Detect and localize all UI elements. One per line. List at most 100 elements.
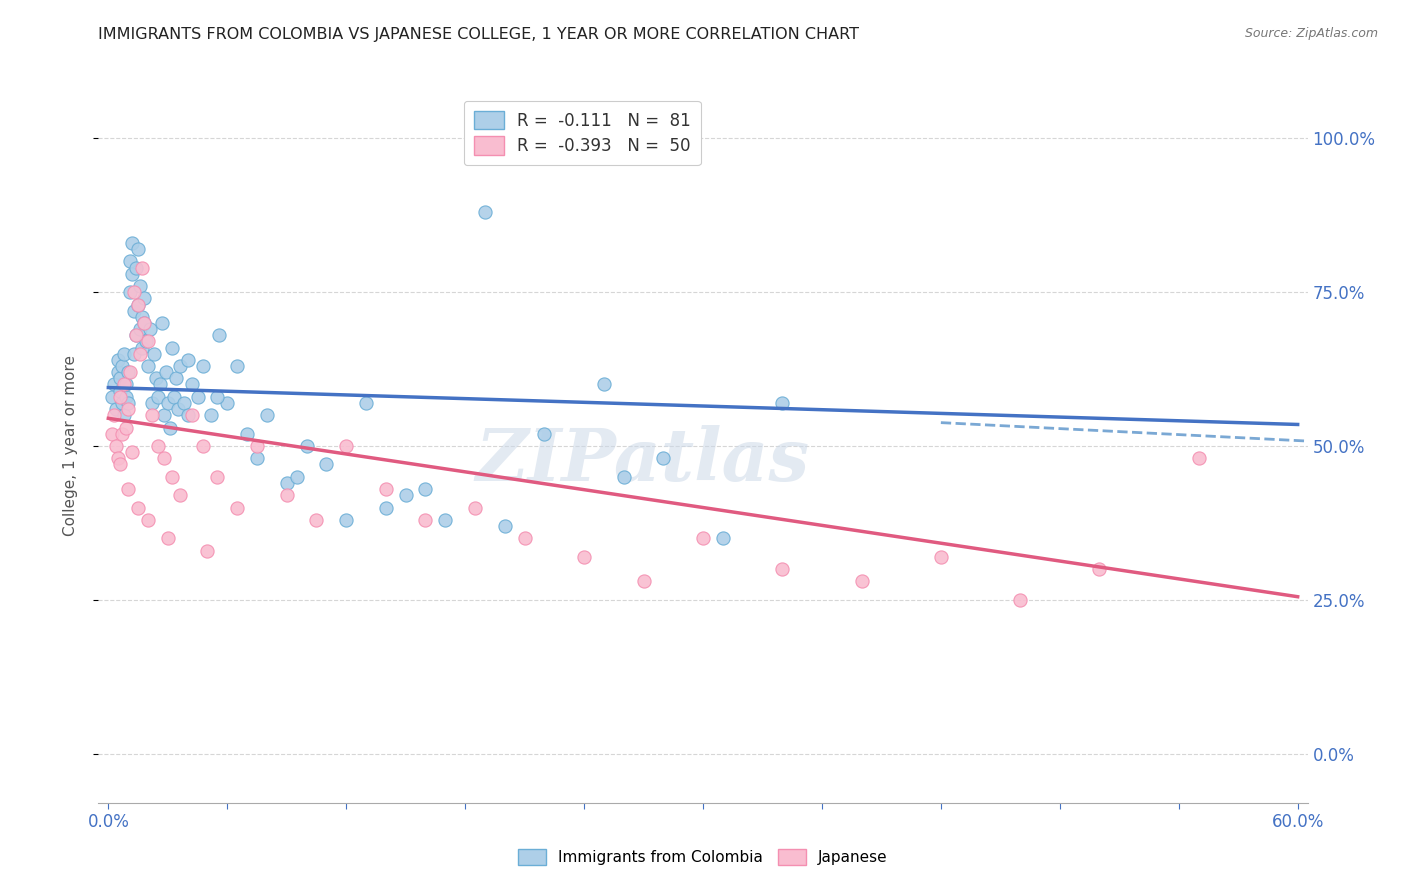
Point	[121, 267, 143, 281]
Text: IMMIGRANTS FROM COLOMBIA VS JAPANESE COLLEGE, 1 YEAR OR MORE CORRELATION CHART: IMMIGRANTS FROM COLOMBIA VS JAPANESE COL…	[98, 27, 859, 42]
Point	[613, 469, 636, 483]
Point	[208, 328, 231, 343]
Point	[110, 390, 132, 404]
Point	[131, 260, 153, 275]
Point	[200, 409, 222, 423]
Point	[165, 371, 187, 385]
Point	[136, 359, 159, 373]
Point	[117, 402, 139, 417]
Point	[1010, 592, 1032, 607]
Point	[120, 285, 142, 300]
Point	[246, 439, 269, 453]
Point	[434, 513, 457, 527]
Point	[226, 359, 249, 373]
Point	[851, 574, 873, 589]
Point	[115, 420, 138, 434]
Point	[692, 531, 714, 545]
Text: ZIPatlas: ZIPatlas	[475, 425, 810, 496]
Point	[1088, 562, 1111, 576]
Point	[117, 396, 139, 410]
Point	[276, 488, 298, 502]
Point	[180, 409, 202, 423]
Point	[180, 377, 202, 392]
Point	[1187, 451, 1209, 466]
Point	[132, 291, 155, 305]
Point	[335, 439, 357, 453]
Point	[107, 352, 129, 367]
Point	[125, 328, 148, 343]
Point	[117, 365, 139, 379]
Point	[110, 371, 132, 385]
Point	[129, 322, 152, 336]
Point	[207, 469, 229, 483]
Point	[136, 513, 159, 527]
Point	[145, 371, 167, 385]
Point	[156, 396, 179, 410]
Point	[770, 396, 793, 410]
Point	[474, 205, 496, 219]
Point	[276, 475, 298, 490]
Point	[295, 439, 318, 453]
Point	[173, 396, 195, 410]
Point	[111, 359, 134, 373]
Point	[176, 409, 198, 423]
Legend: R =  -0.111   N =  81, R =  -0.393   N =  50: R = -0.111 N = 81, R = -0.393 N = 50	[464, 101, 700, 165]
Point	[112, 409, 135, 423]
Point	[103, 377, 125, 392]
Point	[129, 279, 152, 293]
Point	[122, 285, 145, 300]
Point	[112, 347, 135, 361]
Point	[207, 390, 229, 404]
Point	[142, 347, 165, 361]
Y-axis label: College, 1 year or more: College, 1 year or more	[63, 356, 77, 536]
Point	[111, 396, 134, 410]
Point	[415, 513, 437, 527]
Point	[146, 439, 169, 453]
Point	[120, 365, 142, 379]
Point	[136, 334, 159, 349]
Point	[770, 562, 793, 576]
Point	[135, 334, 157, 349]
Point	[169, 359, 191, 373]
Point	[572, 549, 595, 564]
Point	[105, 439, 128, 453]
Point	[160, 341, 183, 355]
Point	[110, 384, 132, 398]
Point	[127, 297, 149, 311]
Point	[141, 396, 163, 410]
Point	[256, 409, 278, 423]
Point	[115, 390, 138, 404]
Point	[115, 377, 138, 392]
Point	[132, 316, 155, 330]
Point	[127, 242, 149, 256]
Point	[285, 469, 308, 483]
Point	[117, 482, 139, 496]
Point	[149, 377, 172, 392]
Point	[153, 451, 176, 466]
Point	[150, 316, 173, 330]
Point	[111, 426, 134, 441]
Point	[246, 451, 269, 466]
Point	[146, 390, 169, 404]
Point	[127, 297, 149, 311]
Point	[131, 310, 153, 324]
Point	[415, 482, 437, 496]
Point	[494, 519, 516, 533]
Point	[107, 451, 129, 466]
Text: Source: ZipAtlas.com: Source: ZipAtlas.com	[1244, 27, 1378, 40]
Point	[163, 390, 186, 404]
Point	[305, 513, 328, 527]
Point	[101, 390, 124, 404]
Point	[166, 402, 188, 417]
Point	[125, 328, 148, 343]
Point	[155, 365, 177, 379]
Point	[121, 235, 143, 250]
Point	[374, 482, 396, 496]
Point	[929, 549, 952, 564]
Point	[652, 451, 675, 466]
Point	[315, 458, 337, 472]
Point	[132, 316, 155, 330]
Point	[159, 420, 181, 434]
Point	[633, 574, 655, 589]
Point	[186, 390, 208, 404]
